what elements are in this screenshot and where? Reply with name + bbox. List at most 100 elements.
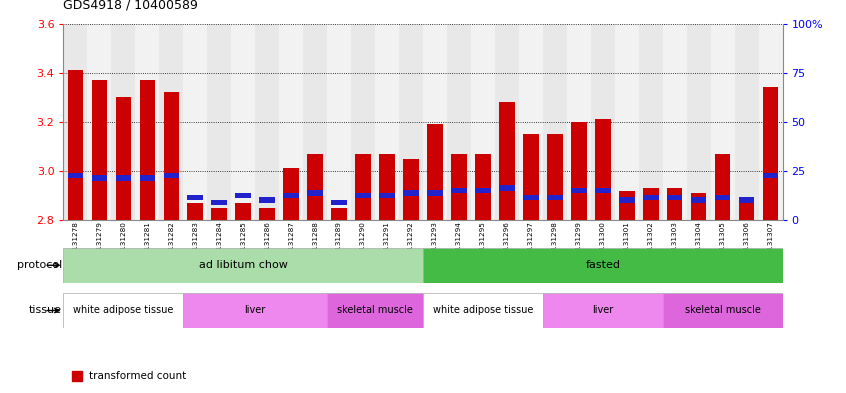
Bar (715, 195, 730, 200)
Bar (523, 195, 539, 200)
Bar (327, 293, 423, 328)
Bar (184, 293, 327, 328)
Bar (140, 175, 155, 181)
Bar (423, 24, 447, 220)
Bar (711, 24, 734, 220)
Bar (475, 188, 491, 193)
Bar (639, 24, 662, 220)
Text: protocol: protocol (17, 260, 62, 270)
Bar (543, 293, 662, 328)
Bar (499, 185, 514, 191)
Bar (404, 159, 419, 220)
Bar (207, 24, 231, 220)
Bar (327, 24, 351, 220)
Bar (212, 200, 227, 206)
Bar (260, 208, 275, 220)
Bar (547, 134, 563, 220)
Bar (91, 80, 107, 220)
Bar (423, 293, 543, 328)
Bar (547, 195, 563, 200)
Bar (231, 24, 255, 220)
Bar (451, 188, 467, 193)
Bar (375, 24, 399, 220)
Bar (739, 198, 755, 203)
Bar (691, 198, 706, 203)
Bar (379, 193, 395, 198)
Bar (399, 24, 423, 220)
Bar (159, 24, 184, 220)
Text: fasted: fasted (585, 260, 620, 270)
Bar (68, 70, 83, 220)
Bar (87, 24, 112, 220)
Bar (332, 200, 347, 206)
Bar (763, 88, 778, 220)
Bar (662, 293, 783, 328)
Bar (571, 188, 586, 193)
Bar (116, 97, 131, 220)
Bar (112, 24, 135, 220)
Bar (451, 154, 467, 220)
Bar (188, 203, 203, 220)
Bar (715, 154, 730, 220)
Bar (116, 175, 131, 181)
Bar (404, 190, 419, 196)
Bar (235, 203, 251, 220)
Bar (307, 154, 323, 220)
Bar (595, 188, 611, 193)
Bar (307, 190, 323, 196)
Bar (379, 154, 395, 220)
Bar (499, 102, 514, 220)
Bar (643, 195, 658, 200)
Bar (447, 24, 471, 220)
Bar (279, 24, 303, 220)
Bar (427, 190, 442, 196)
Bar (471, 24, 495, 220)
Text: tissue: tissue (29, 305, 62, 316)
Bar (475, 154, 491, 220)
Bar (355, 154, 371, 220)
Bar (619, 191, 634, 220)
Bar (91, 175, 107, 181)
Bar (759, 24, 783, 220)
Bar (662, 24, 687, 220)
Bar (332, 208, 347, 220)
Text: white adipose tissue: white adipose tissue (433, 305, 533, 316)
Bar (283, 193, 299, 198)
Bar (615, 24, 639, 220)
Bar (619, 198, 634, 203)
Bar (423, 248, 783, 283)
Bar (63, 293, 184, 328)
Bar (567, 24, 591, 220)
Bar (260, 198, 275, 203)
Bar (184, 24, 207, 220)
Bar (255, 24, 279, 220)
Bar (68, 173, 83, 178)
Bar (188, 195, 203, 200)
Text: transformed count: transformed count (89, 371, 186, 381)
Bar (739, 198, 755, 220)
Text: liver: liver (244, 305, 266, 316)
Bar (135, 24, 159, 220)
Bar (140, 80, 155, 220)
Bar (351, 24, 375, 220)
Text: skeletal muscle: skeletal muscle (337, 305, 413, 316)
Text: ad libitum chow: ad libitum chow (199, 260, 288, 270)
Bar (427, 124, 442, 220)
Bar (163, 173, 179, 178)
Bar (495, 24, 519, 220)
Bar (643, 188, 658, 220)
Bar (543, 24, 567, 220)
Bar (283, 169, 299, 220)
Bar (523, 134, 539, 220)
Bar (687, 24, 711, 220)
Bar (734, 24, 759, 220)
Bar (571, 122, 586, 220)
Bar (303, 24, 327, 220)
Bar (667, 188, 683, 220)
Text: liver: liver (592, 305, 613, 316)
Bar (519, 24, 543, 220)
Bar (235, 193, 251, 198)
Bar (763, 173, 778, 178)
Bar (691, 193, 706, 220)
Bar (212, 208, 227, 220)
